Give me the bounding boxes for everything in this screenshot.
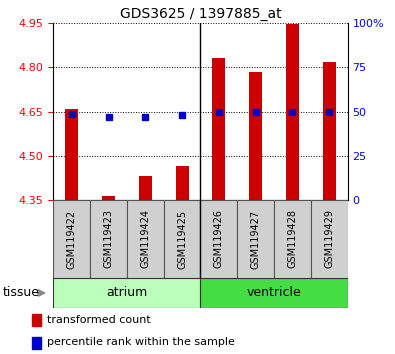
Bar xyxy=(237,200,274,278)
Bar xyxy=(274,200,311,278)
Bar xyxy=(286,24,299,200)
Text: GSM119425: GSM119425 xyxy=(177,209,187,269)
Text: tissue: tissue xyxy=(3,286,40,299)
Bar xyxy=(323,62,336,200)
Bar xyxy=(65,109,78,200)
Text: GSM119428: GSM119428 xyxy=(288,210,297,268)
Text: ventricle: ventricle xyxy=(246,286,301,299)
Bar xyxy=(32,314,41,326)
Text: GSM119429: GSM119429 xyxy=(324,210,334,268)
Bar xyxy=(213,58,225,200)
Bar xyxy=(176,166,188,200)
Bar xyxy=(102,196,115,200)
Bar xyxy=(201,278,348,308)
Text: GSM119422: GSM119422 xyxy=(67,209,77,269)
Bar xyxy=(249,72,262,200)
Bar xyxy=(311,200,348,278)
Text: GSM119423: GSM119423 xyxy=(103,210,113,268)
Text: GSM119426: GSM119426 xyxy=(214,210,224,268)
Bar xyxy=(164,200,201,278)
Bar xyxy=(53,200,90,278)
Title: GDS3625 / 1397885_at: GDS3625 / 1397885_at xyxy=(120,7,281,21)
Text: atrium: atrium xyxy=(106,286,147,299)
Text: GSM119424: GSM119424 xyxy=(140,210,150,268)
Bar xyxy=(127,200,164,278)
Text: GSM119427: GSM119427 xyxy=(251,209,261,269)
Bar xyxy=(32,337,41,349)
Bar xyxy=(139,176,152,200)
Text: transformed count: transformed count xyxy=(47,315,151,325)
Bar xyxy=(201,200,237,278)
Bar xyxy=(53,278,201,308)
Bar xyxy=(90,200,127,278)
Text: percentile rank within the sample: percentile rank within the sample xyxy=(47,337,235,348)
